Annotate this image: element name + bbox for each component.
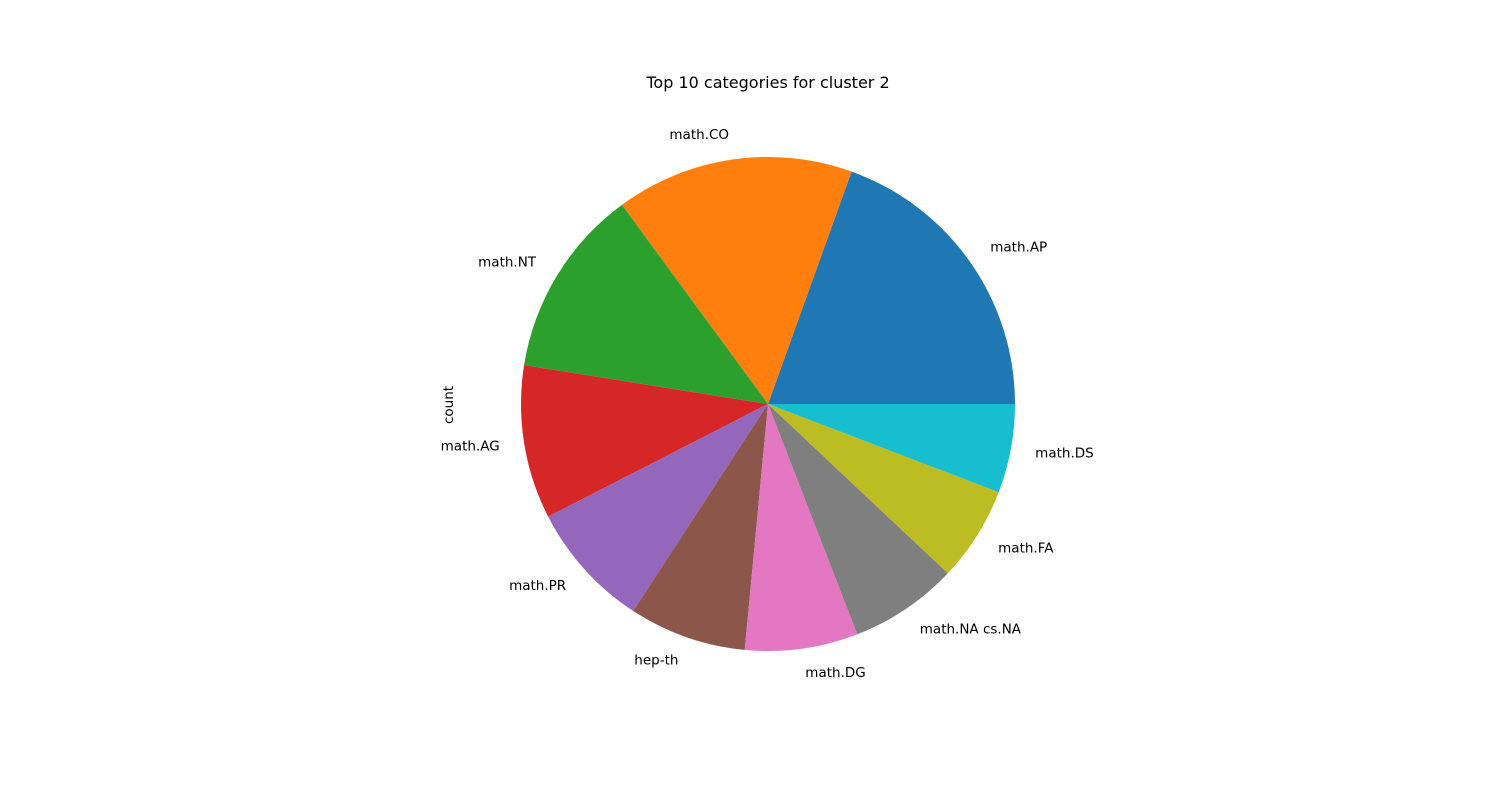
- pie-labels: math.AP math.CO math.NT math.AG math.PR hep-t…: [441, 127, 1094, 681]
- pie-slice-math-na-cs-na: [768, 404, 948, 635]
- slice-label: math.DS: [1035, 445, 1094, 461]
- slice-label: math.AG: [441, 439, 500, 455]
- slice-label: math.NA cs.NA: [920, 621, 1022, 637]
- slice-label: math.DG: [805, 665, 865, 681]
- pie-slice-math-ap: [768, 171, 1015, 404]
- slice-label: math.PR: [509, 578, 566, 594]
- slice-label: math.FA: [998, 540, 1054, 556]
- slice-label: math.AP: [990, 240, 1047, 256]
- y-axis-label: count: [441, 386, 457, 424]
- chart-title: Top 10 categories for cluster 2: [645, 73, 889, 92]
- slice-label: hep-th: [634, 653, 678, 669]
- pie-slice-hep-th: [633, 404, 768, 650]
- pie-slice-math-nt: [524, 204, 768, 404]
- pie-slices: [521, 157, 1015, 651]
- slice-label: math.NT: [478, 254, 537, 270]
- pie-slice-math-fa: [768, 404, 999, 574]
- pie-slice-math-ds: [768, 404, 1015, 493]
- pie-slice-math-ag: [521, 365, 768, 517]
- slice-label: math.CO: [669, 127, 729, 143]
- pie-slice-math-pr: [548, 404, 768, 611]
- pie-slice-math-dg: [744, 404, 858, 651]
- pie-slice-math-co: [621, 157, 852, 404]
